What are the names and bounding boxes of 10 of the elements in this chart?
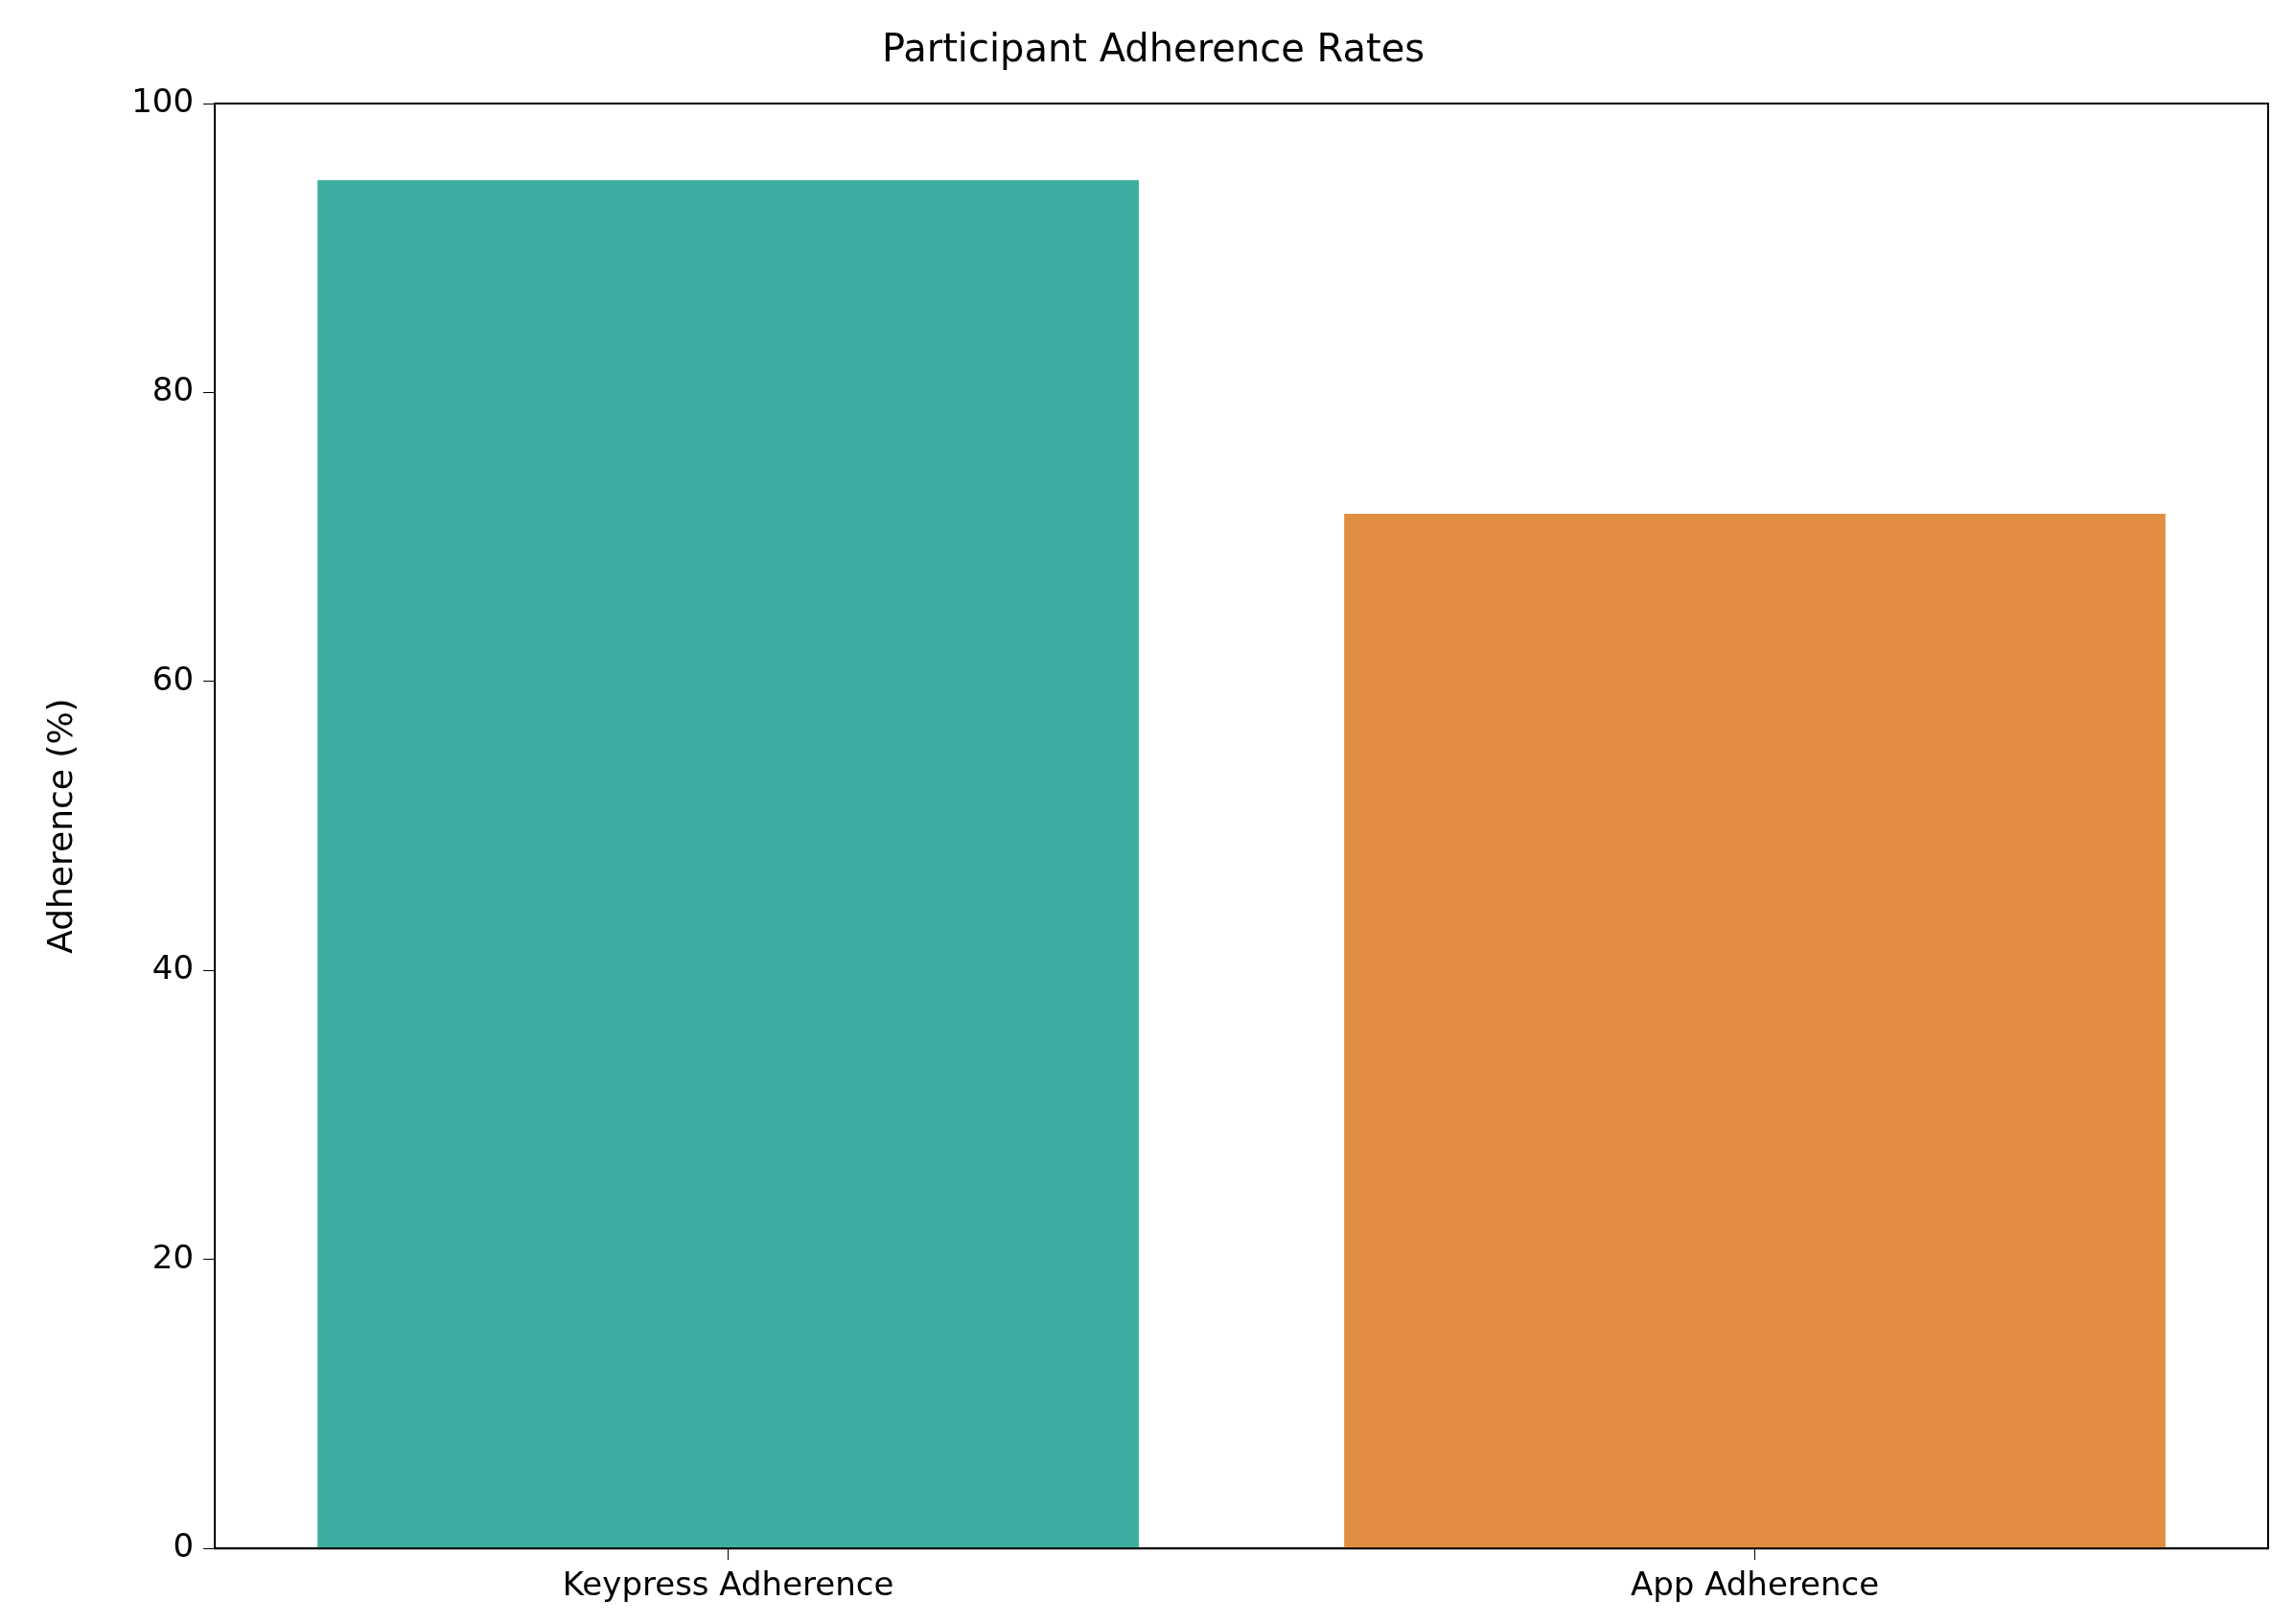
y-axis-title: Adherence (%) [39,698,80,954]
y-tick-label: 0 [173,1526,195,1566]
y-tick-label: 40 [151,948,195,987]
y-tick-label: 60 [151,659,195,698]
chart-title: Participant Adherence Rates [881,26,1426,71]
y-tick-label: 20 [151,1237,195,1276]
x-tick-label: App Adherence [1630,1565,1880,1604]
y-tick-label: 100 [131,81,195,120]
x-tick-label: Keypress Adherence [562,1565,894,1604]
y-tick-label: 80 [151,370,195,409]
